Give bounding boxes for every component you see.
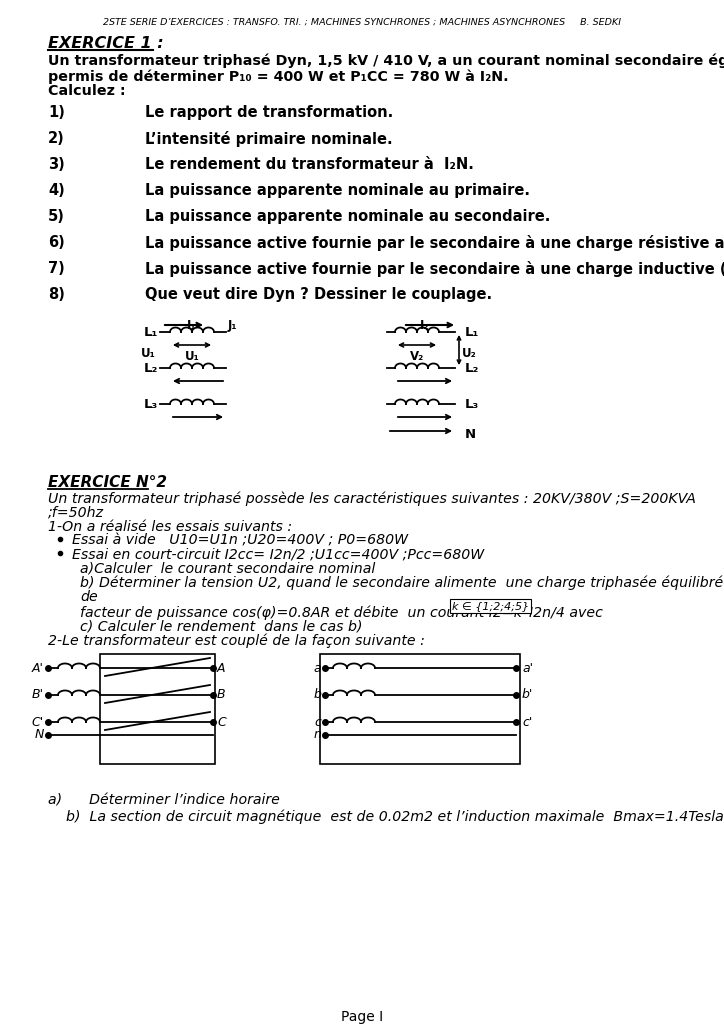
Text: L’intensité primaire nominale.: L’intensité primaire nominale. xyxy=(145,131,392,147)
Text: L₂: L₂ xyxy=(143,361,158,375)
Bar xyxy=(320,654,520,764)
Text: L₁: L₁ xyxy=(465,326,479,339)
Text: 2): 2) xyxy=(48,131,64,146)
Text: 2-Le transformateur est couplé de la façon suivante :: 2-Le transformateur est couplé de la faç… xyxy=(48,634,425,648)
Text: 1): 1) xyxy=(48,105,65,120)
Text: A: A xyxy=(217,662,225,675)
Text: C: C xyxy=(217,716,226,728)
Text: Un transformateur triphasé Dyn, 1,5 kV / 410 V, a un courant nominal secondaire : Un transformateur triphasé Dyn, 1,5 kV /… xyxy=(48,54,724,69)
Text: 7): 7) xyxy=(48,261,64,276)
Text: b) Déterminer la tension U2, quand le secondaire alimente  une charge triphasée : b) Déterminer la tension U2, quand le se… xyxy=(80,575,724,591)
Text: Calculez :: Calculez : xyxy=(48,84,126,98)
Text: 4): 4) xyxy=(48,183,64,198)
Text: J₁: J₁ xyxy=(228,319,237,332)
Text: de: de xyxy=(80,590,98,604)
Text: U₁: U₁ xyxy=(185,350,199,362)
Text: n: n xyxy=(313,728,321,741)
Text: a)Calculer  le courant secondaire nominal: a)Calculer le courant secondaire nominal xyxy=(80,562,375,575)
Text: C': C' xyxy=(32,716,44,728)
Text: 6): 6) xyxy=(48,234,64,250)
Text: 5): 5) xyxy=(48,209,65,224)
Text: L₃: L₃ xyxy=(465,397,479,411)
Text: c': c' xyxy=(522,716,532,728)
Text: Page I: Page I xyxy=(341,1010,383,1024)
Text: I₂: I₂ xyxy=(420,319,430,332)
Text: EXERCICE N°2: EXERCICE N°2 xyxy=(48,475,167,490)
Text: Le rendement du transformateur à  I₂N.: Le rendement du transformateur à I₂N. xyxy=(145,157,474,172)
Text: c: c xyxy=(314,716,321,728)
Text: I₁: I₁ xyxy=(188,319,197,332)
Text: 2STE SERIE D’EXERCICES : TRANSFO. TRI. ; MACHINES SYNCHRONES ; MACHINES ASYNCHRO: 2STE SERIE D’EXERCICES : TRANSFO. TRI. ;… xyxy=(103,18,621,27)
Text: U₂: U₂ xyxy=(462,347,476,360)
Text: L₁: L₁ xyxy=(143,326,158,339)
Text: permis de déterminer P₁₀ = 400 W et P₁CC = 780 W à I₂N.: permis de déterminer P₁₀ = 400 W et P₁CC… xyxy=(48,69,509,84)
Bar xyxy=(100,654,215,764)
Text: b)  La section de circuit magnétique  est de 0.02m2 et l’induction maximale  Bma: b) La section de circuit magnétique est … xyxy=(48,809,724,823)
Text: La puissance active fournie par le secondaire à une charge inductive ( cos φ = 0: La puissance active fournie par le secon… xyxy=(145,261,724,278)
Text: b': b' xyxy=(522,688,534,701)
Text: a: a xyxy=(313,662,321,675)
Text: 3): 3) xyxy=(48,157,64,172)
Text: N: N xyxy=(35,728,44,741)
Text: Essai à vide   U10=U1n ;U20=400V ; P0=680W: Essai à vide U10=U1n ;U20=400V ; P0=680W xyxy=(72,534,408,548)
Text: B': B' xyxy=(32,688,44,701)
Text: c) Calculer le rendement  dans le cas b): c) Calculer le rendement dans le cas b) xyxy=(80,620,363,634)
Text: La puissance active fournie par le secondaire à une charge résistive absorbant 7: La puissance active fournie par le secon… xyxy=(145,234,724,251)
Text: N: N xyxy=(465,428,476,441)
Text: Le rapport de transformation.: Le rapport de transformation. xyxy=(145,105,393,120)
Text: V₂: V₂ xyxy=(410,350,424,362)
Text: A': A' xyxy=(32,662,44,675)
Text: EXERCICE 1 :: EXERCICE 1 : xyxy=(48,36,164,51)
Text: U₁: U₁ xyxy=(140,347,156,360)
Text: k ∈ {1;2;4;5}: k ∈ {1;2;4;5} xyxy=(452,601,529,611)
Text: a)      Déterminer l’indice horaire: a) Déterminer l’indice horaire xyxy=(48,793,280,807)
Text: b: b xyxy=(313,688,321,701)
Text: Essai en court-circuit I2cc= I2n/2 ;U1cc=400V ;Pcc=680W: Essai en court-circuit I2cc= I2n/2 ;U1cc… xyxy=(72,548,484,562)
Text: Que veut dire Dyn ? Dessiner le couplage.: Que veut dire Dyn ? Dessiner le couplage… xyxy=(145,287,492,302)
Text: B: B xyxy=(217,688,226,701)
Text: a': a' xyxy=(522,662,533,675)
Text: L₂: L₂ xyxy=(465,361,479,375)
Text: L₃: L₃ xyxy=(144,397,158,411)
Text: La puissance apparente nominale au primaire.: La puissance apparente nominale au prima… xyxy=(145,183,530,198)
Text: 8): 8) xyxy=(48,287,65,302)
Text: ;f=50hz: ;f=50hz xyxy=(48,506,104,520)
Text: La puissance apparente nominale au secondaire.: La puissance apparente nominale au secon… xyxy=(145,209,550,224)
Text: Un transformateur triphasé possède les caractéristiques suivantes : 20KV/380V ;S: Un transformateur triphasé possède les c… xyxy=(48,492,696,507)
Text: 1-On a réalisé les essais suivants :: 1-On a réalisé les essais suivants : xyxy=(48,520,292,534)
Text: facteur de puissance cos(φ)=0.8AR et débite  un courant I2=k*I2n/4 avec: facteur de puissance cos(φ)=0.8AR et déb… xyxy=(80,606,603,621)
